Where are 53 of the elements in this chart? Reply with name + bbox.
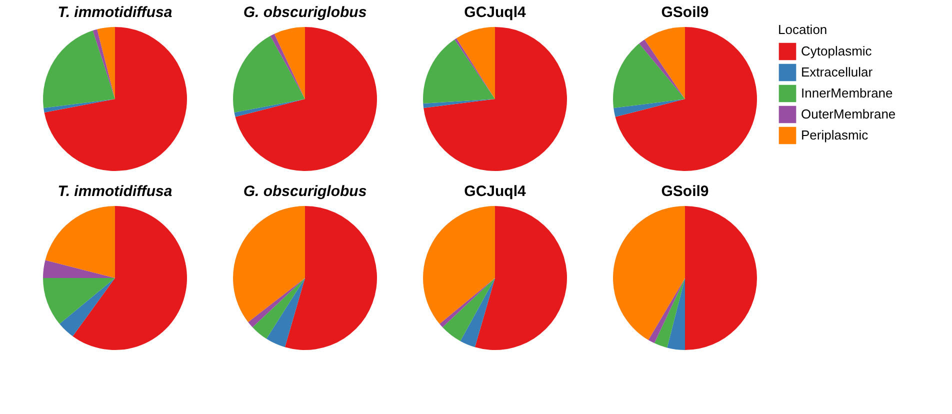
chart-title: T. immotidiffusa <box>58 4 172 21</box>
pie-slice <box>648 278 685 344</box>
pie-slice <box>270 34 305 99</box>
pie-slice <box>423 206 495 324</box>
pie-slice <box>614 99 685 117</box>
pie-slice <box>97 27 115 99</box>
pie-slice <box>266 278 305 348</box>
pie-slice <box>615 27 757 171</box>
pie-slice <box>92 29 115 99</box>
pie-slice <box>423 39 495 104</box>
pie-slice <box>613 206 685 340</box>
pie-slice <box>43 278 115 324</box>
pie-slice <box>233 36 305 112</box>
chart-title: GSoil9 <box>661 183 709 200</box>
legend-label: Extracellular <box>801 64 874 80</box>
pie-slice <box>72 206 187 350</box>
pie-slice <box>474 206 567 350</box>
chart-title: GCJuql4 <box>464 183 526 200</box>
pie-slice <box>685 206 757 350</box>
pie-slice <box>233 206 305 322</box>
pie-slice <box>460 278 495 348</box>
chart-title: GSoil9 <box>661 4 709 21</box>
pie-slice <box>440 278 495 328</box>
legend-label: InnerMembrane <box>801 86 893 100</box>
pie-slice <box>667 278 685 350</box>
legend-label: Cytoplasmic <box>801 44 872 58</box>
pie-slice <box>442 278 495 342</box>
pie-slice <box>44 99 115 112</box>
pie-slice <box>252 278 305 339</box>
pie-slice <box>248 278 305 328</box>
legend-label: OuterMembrane <box>801 106 896 122</box>
pie-slice <box>424 27 567 171</box>
pie-slice <box>43 30 115 108</box>
chart-title: GCJuql4 <box>464 4 526 21</box>
pie-slice <box>654 278 685 348</box>
pie-slice <box>284 206 377 350</box>
pie-slice <box>45 206 115 278</box>
chart-title: T. immotidiffusa <box>58 183 172 200</box>
legend-label: Periplasmic <box>801 128 869 142</box>
pie-slice <box>274 27 305 99</box>
pie-slice <box>456 27 495 99</box>
pie-slice <box>234 99 305 117</box>
pie-slice <box>235 27 377 171</box>
pie-slice <box>43 260 115 278</box>
chart-title: G. obscuriglobus <box>243 4 367 21</box>
pie-slice <box>60 278 115 336</box>
pie-slice <box>423 99 495 108</box>
pie-slice <box>639 39 685 99</box>
legend-title: Location <box>778 22 828 37</box>
chart-title: G. obscuriglobus <box>243 183 367 200</box>
pie-slice <box>44 27 187 171</box>
pie-slice <box>613 44 685 108</box>
pie-slice <box>644 27 685 99</box>
